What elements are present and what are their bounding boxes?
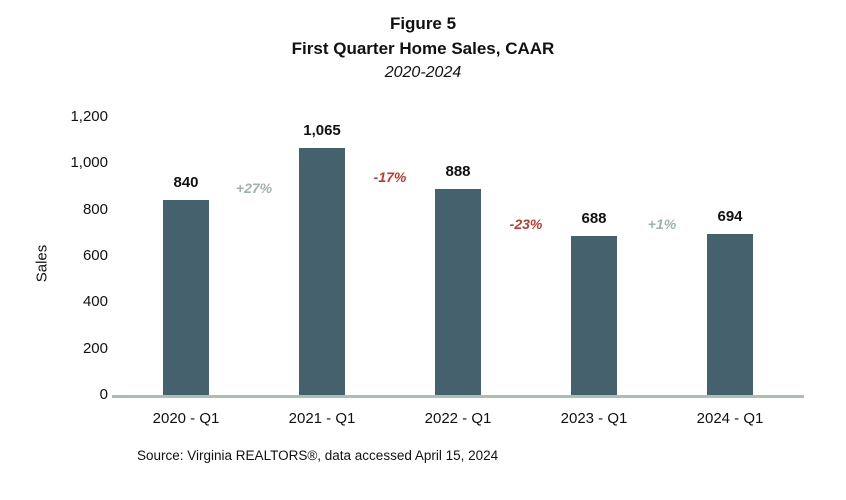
x-category-label: 2024 - Q1 [696, 410, 764, 427]
bar-2024-Q1 [707, 234, 753, 395]
figure-number: Figure 5 [389, 14, 457, 33]
chart-title-block: Figure 5 First Quarter Home Sales, CAAR … [0, 12, 846, 84]
y-tick-label: 800 [82, 200, 108, 218]
bar-value-label: 688 [581, 209, 607, 227]
bar-value-label: 694 [717, 208, 743, 226]
x-axis-line [112, 395, 804, 398]
bar-2022-Q1 [435, 189, 481, 395]
bar-2020-Q1 [163, 200, 209, 395]
bar-value-label: 888 [445, 163, 471, 181]
y-tick-label: 0 [99, 386, 108, 403]
percent-change-label: +1% [647, 215, 677, 232]
y-tick-label: 200 [82, 339, 108, 357]
y-tick-label: 1,000 [70, 154, 108, 172]
y-tick-label: 1,200 [70, 108, 108, 125]
bar-2023-Q1 [571, 235, 617, 395]
chart-title: First Quarter Home Sales, CAAR [291, 38, 555, 58]
x-category-label: 2023 - Q1 [560, 410, 628, 427]
bar-2021-Q1 [299, 148, 345, 395]
bar-value-label: 1,065 [303, 122, 341, 140]
percent-change-label: +27% [235, 180, 273, 197]
y-tick-label: 400 [82, 293, 108, 311]
source-note: Source: Virginia REALTORS®, data accesse… [137, 448, 499, 463]
bar-value-label: 840 [173, 174, 199, 192]
percent-change-label: -23% [509, 215, 543, 232]
chart-subtitle-years: 2020-2024 [384, 64, 462, 82]
x-category-label: 2022 - Q1 [424, 410, 492, 427]
percent-change-label: -17% [373, 169, 407, 186]
x-category-label: 2020 - Q1 [152, 410, 220, 427]
y-tick-label: 600 [82, 247, 108, 264]
x-category-label: 2021 - Q1 [288, 410, 356, 427]
